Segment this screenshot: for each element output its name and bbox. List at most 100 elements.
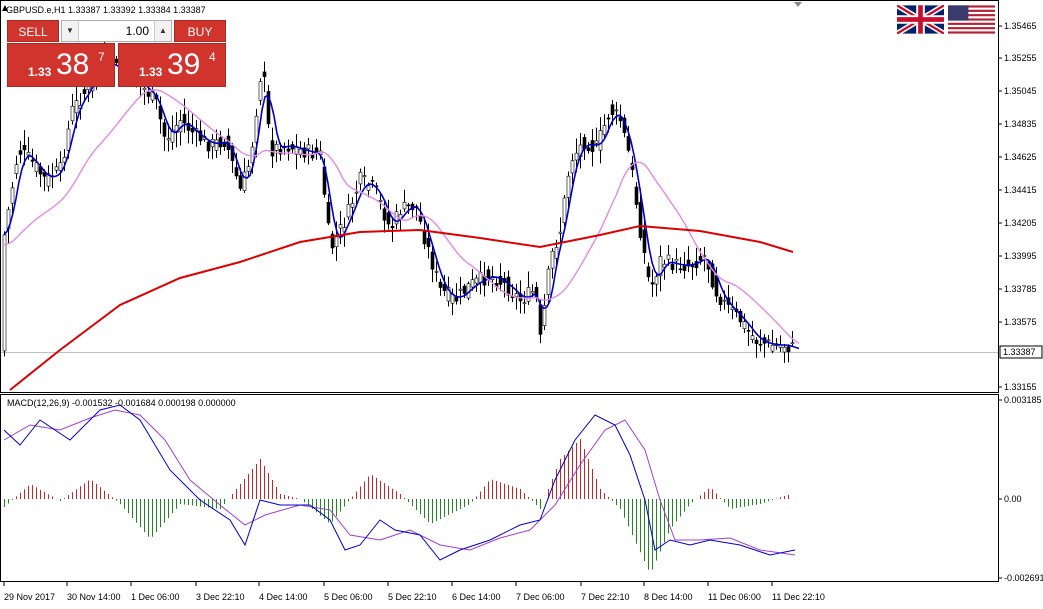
lot-size-input[interactable] [80,21,153,41]
candle-body [382,208,387,221]
candle-body [370,180,375,182]
candle-body [614,109,619,112]
candle-body [358,171,363,185]
current-price-tag [999,345,1043,359]
candle-body [46,173,51,187]
candle-body [562,197,567,224]
macd-signal-line [3,409,796,556]
candle-body [378,200,383,202]
candle-body [66,128,71,151]
candle-body [338,224,343,229]
candle-body [658,256,663,277]
candle-body [250,146,255,164]
candle-body [346,204,351,218]
bid-price-pipette: 7 [98,50,105,64]
candle-body [142,87,147,91]
candle-body [70,105,75,122]
candle-body [642,229,647,254]
candle-body [566,175,571,198]
lot-size-stepper[interactable]: ▼ ▲ [61,20,172,42]
time-label: 29 Nov 2017 [4,592,55,602]
candle-body [266,91,271,125]
candle-body [434,271,439,273]
price-label: 1.33155 [1004,382,1037,392]
candle-body [522,302,527,304]
candle-body [258,81,263,101]
candle-body [554,247,559,259]
candle-body [182,113,187,124]
bid-price-prefix: 1.33 [28,65,52,79]
candle-body [610,104,615,116]
price-label: 1.33785 [1004,284,1037,294]
candle-body [526,287,531,302]
lot-increase-button[interactable]: ▲ [154,21,171,41]
candle-body [146,91,151,97]
candle-body [686,259,691,267]
candle-body [58,162,63,171]
price-label: 1.35045 [1004,86,1037,96]
price-label: 1.34205 [1004,218,1037,228]
bid-price-panel[interactable]: 1.33 38 7 [7,43,115,87]
united-kingdom-flag-icon [897,5,944,34]
candle-body [278,149,283,155]
candle-body [646,266,651,278]
candle-body [650,282,655,285]
candle-body [670,263,675,271]
time-axis: 29 Nov 2017 30 Nov 14:00 1 Dec 06:00 3 D… [3,582,825,602]
candle-body [234,167,239,177]
candle-body [306,144,311,150]
candle-body [590,140,595,152]
candle-body [506,276,511,296]
sell-button[interactable]: SELL [7,20,59,42]
ask-price-prefix: 1.33 [139,65,163,79]
candle-body [422,230,427,245]
price-label: 1.34415 [1004,185,1037,195]
candle-body [246,166,251,172]
candle-body [498,276,503,285]
candle-body [754,339,759,345]
candle-body [190,127,195,133]
candle-body [406,204,411,207]
united-states-flag-icon [948,5,995,34]
candle-body [698,256,703,261]
candle-body [298,148,303,156]
candle-body [558,231,563,234]
candle-body [510,296,515,299]
collapse-triangle-icon [2,5,8,11]
candle-body [426,237,431,248]
candle-body [626,136,631,151]
candle-body [386,212,391,225]
candle-body [22,145,27,151]
candle-body [302,147,307,158]
ask-price-panel[interactable]: 1.33 39 4 [118,43,226,87]
candle-body [390,225,395,229]
candle-body [238,175,243,189]
candle-body [270,140,275,157]
indicator-title: MACD(12,26,9) -0.001532 -0.001684 0.0001… [7,398,236,408]
candle-body [330,233,335,249]
candle-body [514,293,519,297]
candle-body [402,202,407,210]
long-moving-average-line [9,224,794,391]
candle-body [350,203,355,208]
price-label: 1.34835 [1004,119,1037,129]
candle-body [786,346,791,353]
candle-body [458,288,463,291]
one-click-trading-panel: SELL ▼ ▲ BUY 1.33 38 7 1.33 39 4 [7,20,226,87]
candle-body [618,116,623,122]
buy-button[interactable]: BUY [174,20,226,42]
time-label: 4 Dec 14:00 [259,592,308,602]
time-label: 8 Dec 14:00 [644,592,693,602]
time-label: 5 Dec 22:10 [388,592,437,602]
candle-body [722,299,727,302]
candle-body [770,344,775,352]
price-label: 1.33575 [1004,317,1037,327]
candle-body [758,343,763,346]
lot-decrease-button[interactable]: ▼ [62,21,79,41]
candle-body [474,277,479,284]
candle-body [790,342,795,345]
price-label: 1.34625 [1004,152,1037,162]
candle-body [638,202,643,238]
candle-body [666,254,671,260]
